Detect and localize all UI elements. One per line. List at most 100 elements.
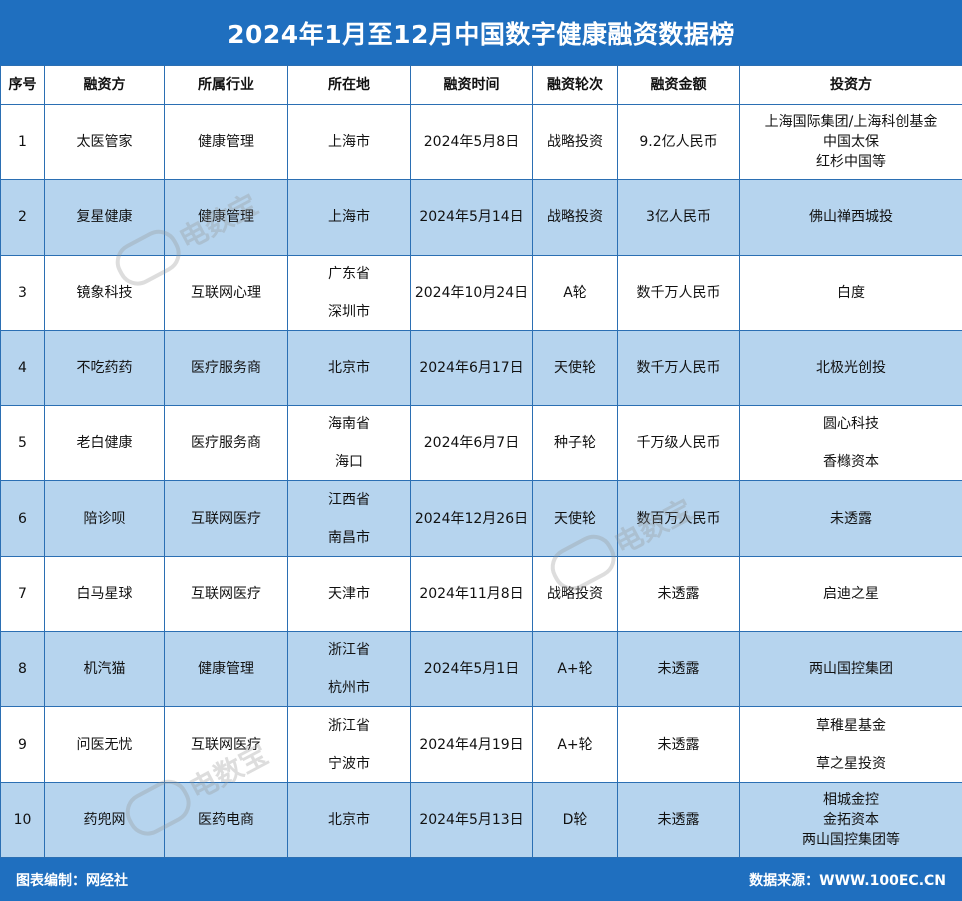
investors-cell: 启迪之星 xyxy=(739,555,962,633)
date-cell: 2024年5月13日 xyxy=(410,781,533,859)
location-cell: 广东省 深圳市 xyxy=(287,254,411,331)
footer-credit: 图表编制：网经社 xyxy=(16,872,128,889)
cell-line: 草之星投资 xyxy=(816,755,886,772)
cell-line: 未透露 xyxy=(830,510,872,527)
cell-line: 海南省 xyxy=(328,416,370,433)
cell-line: 浙江省 xyxy=(328,642,370,659)
cell-line: 红杉中国等 xyxy=(816,154,886,171)
table-body: 1 太医管家 健康管理 上海市 2024年5月8日 战略投资 9.2亿人民币 上海国际集团/上… xyxy=(0,103,962,859)
column-header: 融资方 xyxy=(44,65,165,105)
table-row: 2 复星健康 健康管理 上海市 2024年5月14日 战略投资 3亿人民币 佛山禅西城投 xyxy=(0,179,962,256)
cell-line: 上海市 xyxy=(328,209,370,226)
company-cell: 问医无忧 xyxy=(44,706,165,783)
table-row: 8 机汽猫 健康管理 浙江省 杭州市 2024年5月1日 A+轮 未透露 两山国控集团 xyxy=(0,631,962,708)
company-cell: 太医管家 xyxy=(44,103,165,181)
round-cell: A轮 xyxy=(532,254,618,331)
cell-line: 深圳市 xyxy=(328,303,370,320)
cell-line: 草稚星基金 xyxy=(816,717,886,734)
industry-cell: 医疗服务商 xyxy=(164,405,288,482)
date-cell: 2024年4月19日 xyxy=(410,706,533,783)
amount-cell: 数百万人民币 xyxy=(617,480,740,557)
amount-cell: 未透露 xyxy=(617,555,740,633)
table-row: 1 太医管家 健康管理 上海市 2024年5月8日 战略投资 9.2亿人民币 上海国际集团/上… xyxy=(0,103,962,181)
cell-line: 启迪之星 xyxy=(823,585,879,602)
cell-line: 两山国控集团 xyxy=(809,661,893,678)
amount-cell: 9.2亿人民币 xyxy=(617,103,740,181)
industry-cell: 互联网心理 xyxy=(164,254,288,331)
cell-line: 南昌市 xyxy=(328,529,370,546)
page-title: 2024年1月至12月中国数字健康融资数据榜 xyxy=(0,0,962,65)
cell-line: 上海国际集团/上海科创基金 xyxy=(764,114,938,131)
location-cell: 北京市 xyxy=(287,781,411,859)
cell-line: 中国太保 xyxy=(823,134,879,151)
amount-cell: 千万级人民币 xyxy=(617,405,740,482)
company-cell: 白马星球 xyxy=(44,555,165,633)
round-cell: D轮 xyxy=(532,781,618,859)
company-cell: 镜象科技 xyxy=(44,254,165,331)
round-cell: 战略投资 xyxy=(532,103,618,181)
row-number: 9 xyxy=(0,706,45,783)
row-number: 2 xyxy=(0,179,45,256)
round-cell: 战略投资 xyxy=(532,555,618,633)
industry-cell: 互联网医疗 xyxy=(164,706,288,783)
table-row: 9 问医无忧 互联网医疗 浙江省宁波市 2024年4月19日 A+轮 未透露 草稚星基金草之星… xyxy=(0,706,962,783)
round-cell: 战略投资 xyxy=(532,179,618,256)
column-header: 所属行业 xyxy=(164,65,288,105)
footer-source: 数据来源：WWW.100EC.CN xyxy=(749,872,946,889)
row-number: 7 xyxy=(0,555,45,633)
cell-line: 香橼资本 xyxy=(823,454,879,471)
cell-line: 相城金控 xyxy=(823,791,879,808)
investors-cell: 白度 xyxy=(739,254,962,331)
location-cell: 北京市 xyxy=(287,329,411,407)
location-cell: 浙江省 杭州市 xyxy=(287,631,411,708)
row-number: 6 xyxy=(0,480,45,557)
table-row: 7 白马星球 互联网医疗 天津市 2024年11月8日 战略投资 未透露 启迪之星 xyxy=(0,555,962,633)
company-cell: 机汽猫 xyxy=(44,631,165,708)
location-cell: 上海市 xyxy=(287,103,411,181)
amount-cell: 未透露 xyxy=(617,706,740,783)
row-number: 10 xyxy=(0,781,45,859)
location-cell: 海南省 海口 xyxy=(287,405,411,482)
cell-line: 浙江省 xyxy=(328,717,370,734)
date-cell: 2024年5月1日 xyxy=(410,631,533,708)
amount-cell: 未透露 xyxy=(617,631,740,708)
investors-cell: 未透露 xyxy=(739,480,962,557)
cell-line: 宁波市 xyxy=(328,755,370,772)
amount-cell: 未透露 xyxy=(617,781,740,859)
investors-cell: 圆心科技 香橼资本 xyxy=(739,405,962,482)
row-number: 4 xyxy=(0,329,45,407)
date-cell: 2024年11月8日 xyxy=(410,555,533,633)
industry-cell: 健康管理 xyxy=(164,179,288,256)
round-cell: A+轮 xyxy=(532,706,618,783)
industry-cell: 互联网医疗 xyxy=(164,480,288,557)
cell-line: 北极光创投 xyxy=(816,360,886,377)
table-row: 6 陪诊呗 互联网医疗 江西省 南昌市 2024年12月26日 天使轮 数百万人民币 未透露 xyxy=(0,480,962,557)
investors-cell: 佛山禅西城投 xyxy=(739,179,962,256)
column-header: 融资金额 xyxy=(617,65,740,105)
column-header: 序号 xyxy=(0,65,45,105)
round-cell: A+轮 xyxy=(532,631,618,708)
cell-line: 广东省 xyxy=(328,265,370,282)
column-header: 融资时间 xyxy=(410,65,533,105)
date-cell: 2024年5月14日 xyxy=(410,179,533,256)
cell-line: 圆心科技 xyxy=(823,416,879,433)
column-header: 投资方 xyxy=(739,65,962,105)
amount-cell: 数千万人民币 xyxy=(617,254,740,331)
row-number: 1 xyxy=(0,103,45,181)
row-number: 5 xyxy=(0,405,45,482)
table-header-row: 序号 融资方 所属行业 所在地 融资时间 融资轮次 融资金额 投资方 xyxy=(0,65,962,105)
table-row: 10 药兜网 医药电商 北京市 2024年5月13日 D轮 未透露 相城金控 金拓资本 两山国控集… xyxy=(0,781,962,859)
cell-line: 白度 xyxy=(837,284,865,301)
cell-line: 佛山禅西城投 xyxy=(809,209,893,226)
cell-line: 上海市 xyxy=(328,134,370,151)
row-number: 8 xyxy=(0,631,45,708)
company-cell: 老白健康 xyxy=(44,405,165,482)
industry-cell: 互联网医疗 xyxy=(164,555,288,633)
table-row: 3 镜象科技 互联网心理 广东省 深圳市 2024年10月24日 A轮 数千万人民币 白度 xyxy=(0,254,962,331)
footer-bar: 图表编制：网经社 数据来源：WWW.100EC.CN xyxy=(0,858,962,901)
table-row: 4 不吃药药 医疗服务商 北京市 2024年6月17日 天使轮 数千万人民币 北极光创投 xyxy=(0,329,962,407)
location-cell: 上海市 xyxy=(287,179,411,256)
location-cell: 天津市 xyxy=(287,555,411,633)
cell-line: 北京市 xyxy=(328,360,370,377)
cell-line: 海口 xyxy=(335,454,363,471)
